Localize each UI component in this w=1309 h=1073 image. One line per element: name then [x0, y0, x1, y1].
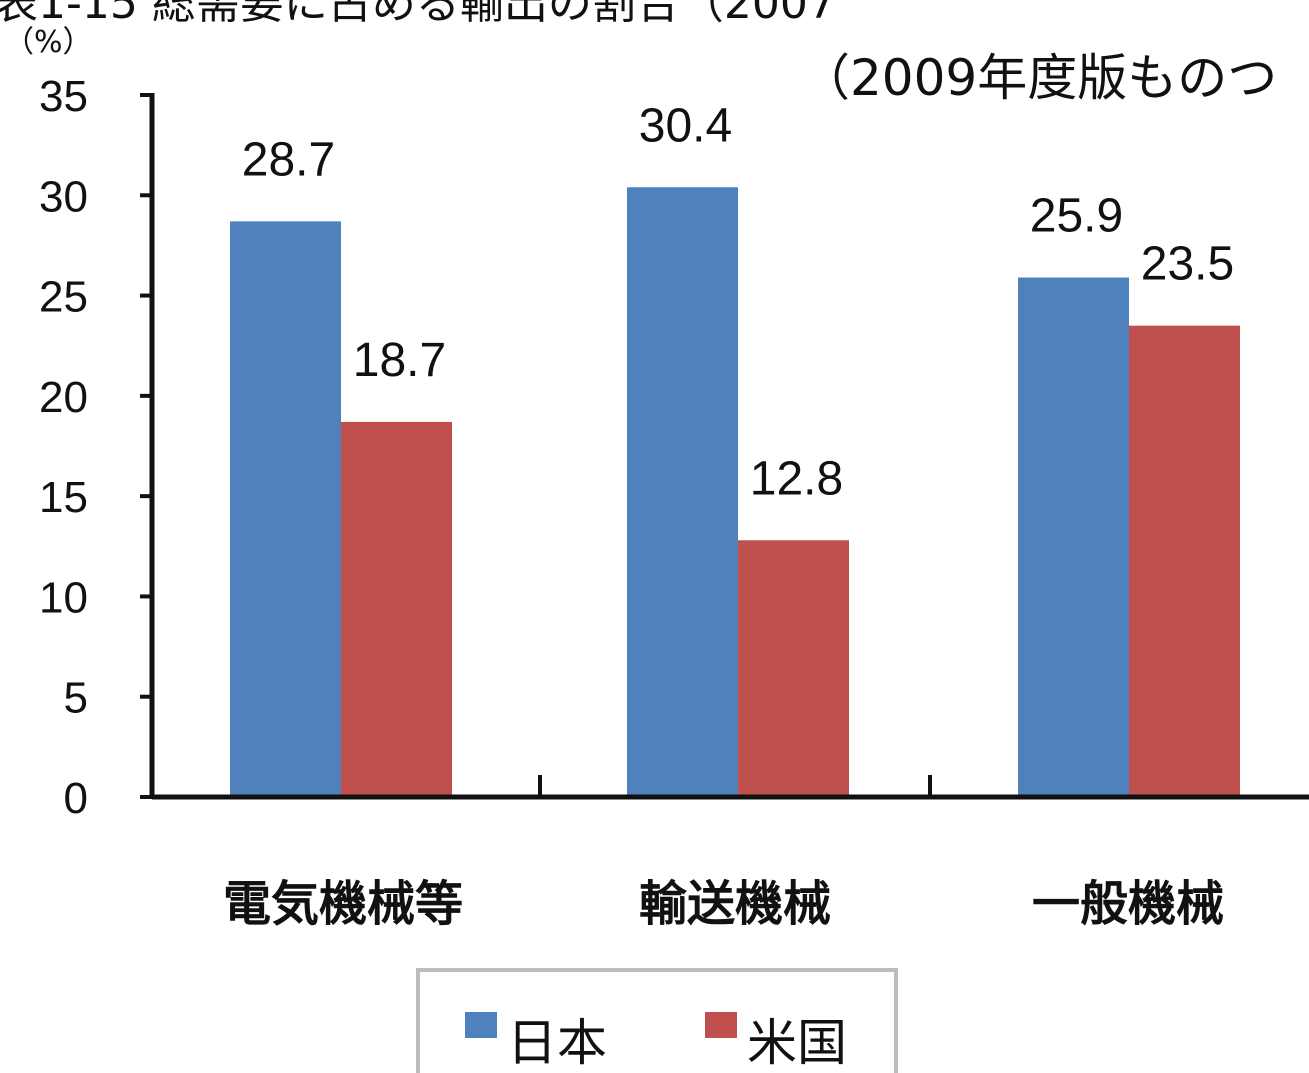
y-axis-ticks: 0 5 10 15 20 25 30 35 — [39, 72, 152, 823]
axes-group — [149, 93, 1309, 800]
legend-swatch — [705, 1012, 737, 1038]
y-tick-label: 20 — [39, 373, 88, 422]
y-tick-label: 15 — [39, 473, 88, 522]
bar-usa — [341, 421, 452, 797]
y-axis-unit-label: （%） — [4, 25, 93, 60]
data-label: 18.7 — [353, 334, 446, 387]
category-label: 輸送機械 — [639, 876, 831, 932]
data-label: 25.9 — [1030, 190, 1123, 243]
y-tick-label: 10 — [39, 573, 88, 622]
y-tick-label: 25 — [39, 273, 88, 322]
category-label: 電気機械等 — [223, 876, 463, 932]
bar-japan — [1018, 277, 1129, 797]
legend: 日本 米国 — [416, 968, 898, 1073]
legend-label: 米国 — [747, 1014, 847, 1072]
y-tick-label: 35 — [39, 72, 88, 121]
legend-swatch — [465, 1012, 497, 1038]
chart-subtitle: （2009年度版ものつ — [800, 49, 1277, 107]
y-tick-label: 5 — [64, 674, 88, 723]
y-tick-label: 30 — [39, 172, 88, 221]
y-tick-label: 0 — [64, 774, 88, 823]
data-labels-group: 28.7 30.4 25.9 18.7 12.8 23.5 — [242, 99, 1234, 505]
category-label: 一般機械 — [1032, 876, 1224, 932]
chart-title: 表1-15 総需要に占める輸出の割合（2007 — [0, 0, 836, 29]
data-label: 30.4 — [639, 99, 732, 152]
bar-usa — [1129, 325, 1240, 797]
legend-label: 日本 — [507, 1014, 607, 1072]
category-labels-group: 電気機械等 輸送機械 一般機械 — [223, 876, 1224, 932]
bar-usa — [738, 540, 849, 797]
bar-japan — [627, 187, 738, 797]
bar-japan — [230, 221, 341, 798]
legend-box — [416, 968, 898, 1073]
data-label: 12.8 — [750, 452, 843, 505]
bars-group — [230, 187, 1240, 798]
data-label: 28.7 — [242, 133, 335, 186]
data-label: 23.5 — [1141, 238, 1234, 291]
